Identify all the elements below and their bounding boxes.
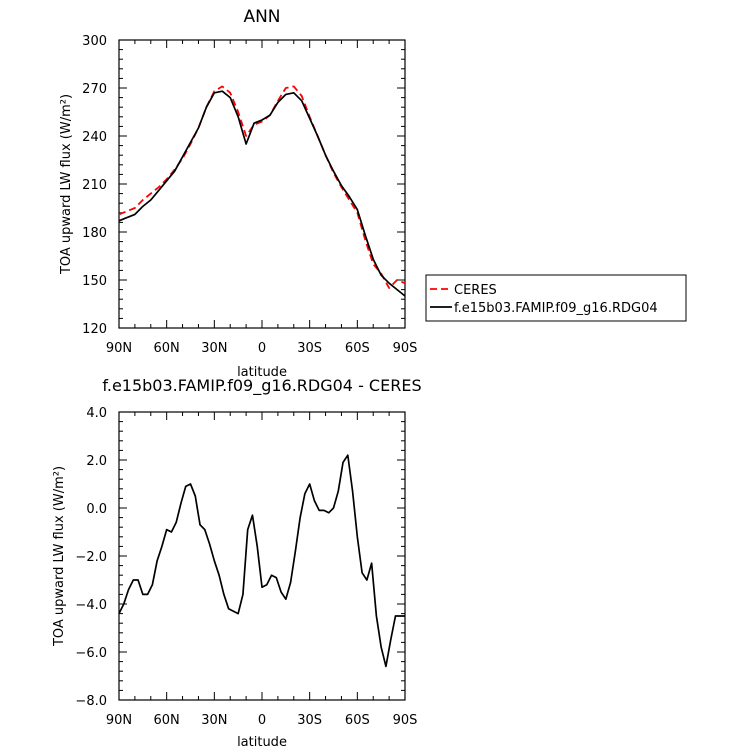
x-tick-label: 90S — [393, 713, 418, 728]
y-tick-label: 150 — [82, 274, 107, 289]
x-tick-label: 30S — [297, 713, 322, 728]
legend-label-ceres: CERES — [454, 283, 497, 298]
top-panel: ANN 90N 60N 30N 0 30S 60S 90S 120 150 180 210 240 270… — [59, 7, 687, 380]
y-tick-label: −2.0 — [75, 550, 107, 565]
chart-title-ann: ANN — [243, 7, 280, 27]
y-tick-label: 210 — [82, 178, 107, 193]
x-tick-label: 60N — [154, 341, 180, 356]
series-line-model — [118, 90, 406, 297]
x-tick-label: 60N — [154, 713, 180, 728]
y-tick-label: 2.0 — [86, 454, 107, 469]
x-tick-label: 0 — [258, 341, 266, 356]
y-tick-label: 0.0 — [86, 502, 107, 517]
y-tick-label: 180 — [82, 226, 107, 241]
x-tick-label: 60S — [345, 713, 370, 728]
x-tick-label: 30N — [201, 713, 227, 728]
x-tick-label: 30N — [201, 341, 227, 356]
x-axis-label: latitude — [237, 735, 287, 750]
y-tick-label: 120 — [82, 322, 107, 337]
x-tick-label: 60S — [345, 341, 370, 356]
x-tick-label: 90N — [106, 713, 132, 728]
series-line-difference — [118, 454, 405, 668]
y-tick-label: 270 — [82, 82, 107, 97]
x-tick-label: 0 — [258, 713, 266, 728]
legend-label-model: f.e15b03.FAMIP.f09_g16.RDG04 — [454, 301, 658, 316]
y-tick-label: 4.0 — [86, 406, 107, 421]
x-tick-label: 90S — [393, 341, 418, 356]
y-tick-label: −6.0 — [75, 646, 107, 661]
y-tick-label: −4.0 — [75, 598, 107, 613]
plot-frame — [118, 411, 406, 701]
x-axis-label: latitude — [237, 365, 287, 380]
x-tick-label: 90N — [106, 341, 132, 356]
y-tick-label: −8.0 — [75, 694, 107, 709]
bottom-panel: f.e15b03.FAMIP.f09_g16.RDG04 - CERES 90N 6… — [52, 376, 422, 750]
y-axis-label: TOA upward LW flux (W/m²) — [52, 466, 67, 647]
legend-box — [425, 274, 687, 322]
y-tick-label: 300 — [82, 34, 107, 49]
plot-frame — [118, 39, 406, 329]
x-tick-label: 30S — [297, 341, 322, 356]
chart-title-difference: f.e15b03.FAMIP.f09_g16.RDG04 - CERES — [102, 376, 421, 396]
y-axis-label: TOA upward LW flux (W/m²) — [59, 94, 74, 275]
y-tick-label: 240 — [82, 130, 107, 145]
series-line-ceres — [118, 85, 406, 289]
